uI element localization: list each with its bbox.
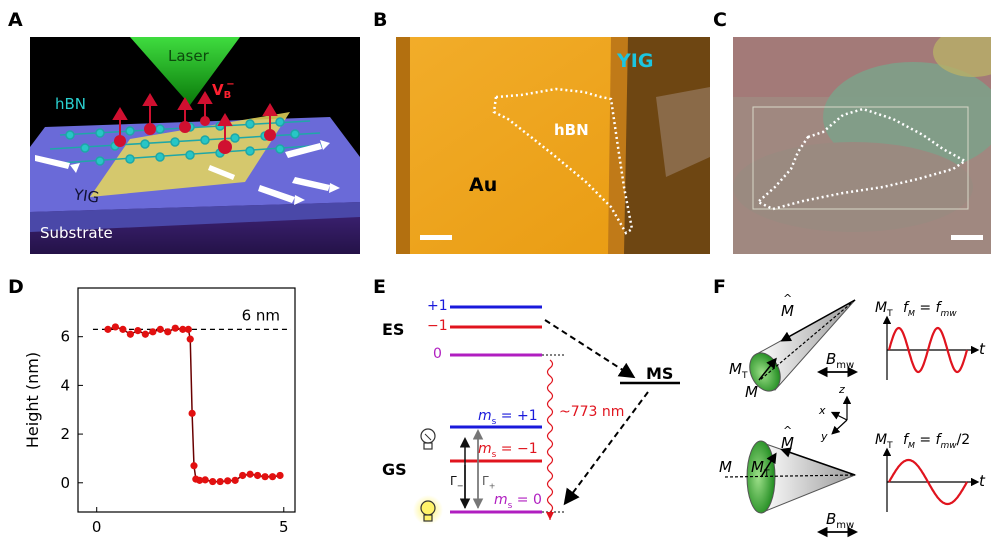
schematic-illustration (30, 37, 360, 254)
yig-region-label: YIG (617, 50, 654, 72)
dim-bulb-icon (420, 428, 436, 450)
es-plus1-label: +1 (427, 298, 448, 314)
defect-label: VB− (212, 79, 235, 101)
es-label: ES (382, 320, 405, 339)
data-point (134, 327, 142, 335)
hbn-label: hBN (55, 95, 87, 113)
panel-label-d: D (8, 276, 24, 298)
axis-y-label: y (821, 430, 828, 443)
gs-label: GS (382, 460, 407, 479)
data-point (224, 477, 232, 485)
panel-label-c: C (713, 9, 727, 31)
y-tick-label: 0 (60, 474, 70, 492)
gamma-plus-label: Γ+ (482, 474, 496, 491)
map-image-panel (733, 37, 991, 254)
data-point (268, 473, 277, 481)
plot-frame (77, 287, 296, 513)
data-point (111, 323, 120, 331)
data-point (179, 325, 187, 333)
gamma-minus-label: Γ− (450, 474, 464, 491)
data-point (261, 473, 269, 481)
schematic-panel: Laser VB− hBN YIG Substrate (30, 37, 360, 254)
data-point (239, 471, 247, 480)
y-tick-label: 2 (60, 425, 70, 443)
data-point (253, 471, 262, 480)
data-point (156, 325, 164, 333)
data-point (209, 477, 217, 486)
au-label: Au (469, 174, 498, 196)
height-profile-chart: 0 5 0 2 4 6 Distance (μm) Height (nm) 6 nm (23, 287, 296, 542)
data-point (141, 330, 149, 338)
bottom-waveform-title: MT fM = fmw/2 (875, 432, 971, 451)
es-minus1-label: −1 (427, 318, 448, 334)
bright-bulb-icon (413, 495, 443, 525)
m-hat-top-label: ^ M (781, 292, 794, 320)
x-axis-label: Distance (μm) (130, 539, 243, 542)
panel-label-e: E (373, 276, 386, 298)
data-point (231, 476, 239, 484)
ms-plus1-label: ms = +1 (478, 408, 538, 427)
optical-image-panel: YIG hBN Au (396, 37, 710, 254)
substrate-label: Substrate (40, 224, 113, 242)
map-image (733, 37, 991, 254)
data-point (216, 477, 224, 486)
y-tick-label: 4 (60, 376, 70, 394)
m-top-label: M (745, 383, 758, 401)
data-point (104, 325, 112, 333)
data-point (276, 471, 284, 480)
height-profile-panel: 0 5 0 2 4 6 Distance (μm) Height (nm) 6 nm (0, 270, 360, 542)
hbn-flake-label: hBN (554, 121, 589, 139)
x-tick-label: 0 (92, 518, 102, 536)
mt-top-label: MT (729, 360, 748, 381)
top-waveform-title: MT fM = fmw (875, 300, 957, 319)
optical-image (396, 37, 710, 254)
data-point (164, 328, 172, 336)
data-point (246, 470, 254, 478)
energy-diagram (413, 305, 680, 525)
data-point (119, 325, 127, 333)
panel-label-b: B (373, 9, 388, 31)
ms-label: MS (646, 364, 674, 383)
precession-diagram (724, 299, 980, 538)
data-point (171, 324, 179, 332)
y-axis-label: Height (nm) (23, 352, 42, 448)
ms-minus1-label: ms = −1 (478, 441, 538, 460)
laser-label: Laser (168, 47, 209, 65)
data-point (186, 335, 194, 343)
bmw-top-label: Bmw (826, 350, 855, 371)
time-label-top: t (979, 340, 985, 358)
panel-label-f: F (713, 276, 726, 298)
precession-panel: ^ M MT M Bmw z x y ^ M M MT Bmw MT fM = fm… (715, 280, 991, 542)
x-tick-label: 5 (279, 518, 289, 536)
panel-label-a: A (8, 9, 23, 31)
data-point (190, 462, 198, 470)
mt-bottom-label: MT (751, 458, 770, 479)
series-line (107, 326, 281, 483)
data-point (184, 325, 192, 333)
thickness-annotation: 6 nm (242, 306, 280, 324)
data-point (195, 476, 204, 484)
bmw-bottom-label: Bmw (826, 510, 855, 531)
data-point (201, 476, 209, 484)
m-hat-bottom-label: ^ M (781, 424, 794, 452)
data-point (149, 328, 157, 336)
time-label-bottom: t (979, 472, 985, 490)
axis-x-label: x (819, 404, 826, 417)
y-tick-label: 6 (60, 328, 70, 346)
es-zero-label: 0 (433, 346, 442, 362)
data-point (126, 330, 134, 338)
yig-label: YIG (72, 185, 101, 207)
wavelength-label: ~773 nm (559, 404, 625, 420)
axis-z-label: z (839, 383, 845, 396)
data-point (188, 409, 196, 417)
energy-diagram-panel: +1 −1 0 ES GS MS ~773 nm ms = +1 ms = −1… (370, 280, 720, 542)
m-bottom-label: M (719, 458, 732, 476)
ms-zero-label: ms = 0 (494, 492, 542, 511)
